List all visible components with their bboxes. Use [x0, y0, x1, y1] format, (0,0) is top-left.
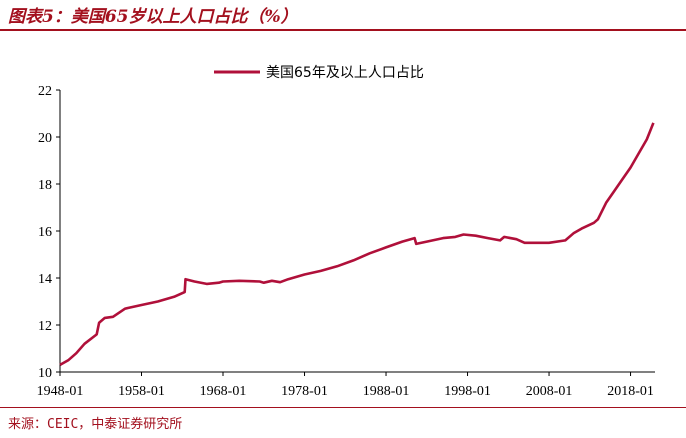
y-tick-label: 10: [38, 366, 52, 381]
y-tick-label: 14: [38, 272, 52, 287]
title-rule: [0, 29, 686, 31]
line-chart: 10 12 14 16 18 20 22 1948-01 1958-01 1968-01 1978-…: [37, 65, 655, 399]
x-tick-label: 2018-01: [607, 384, 654, 399]
y-tick-label: 20: [38, 131, 52, 146]
x-tick-label: 1978-01: [281, 384, 328, 399]
page-title: 图表5：美国65岁以上人口占比（%）: [8, 7, 298, 27]
y-tick-label: 18: [38, 178, 52, 193]
legend-label: 美国65年及以上人口占比: [266, 65, 424, 81]
x-tick-label: 2008-01: [526, 384, 573, 399]
x-tick-label: 1948-01: [37, 384, 84, 399]
x-tick-label: 1988-01: [363, 384, 410, 399]
source-note: 来源：CEIC，中泰证券研究所: [8, 417, 183, 432]
y-tick-label: 22: [38, 84, 52, 99]
y-tick-label: 12: [38, 319, 52, 334]
y-tick-label: 16: [38, 225, 52, 240]
series-line: [59, 122, 655, 367]
source-divider: [0, 407, 686, 408]
x-tick-label: 1968-01: [200, 384, 247, 399]
x-tick-label: 1998-01: [444, 384, 491, 399]
x-tick-label: 1958-01: [118, 384, 165, 399]
